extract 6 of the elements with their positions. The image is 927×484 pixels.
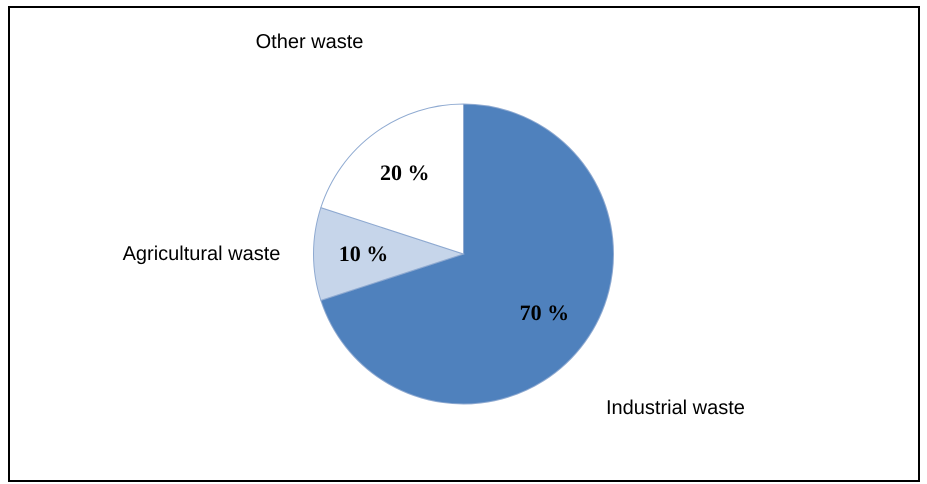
- slice-label: Agricultural waste: [122, 243, 280, 265]
- data-label: 70 %: [520, 300, 570, 325]
- data-label: 20 %: [380, 160, 430, 186]
- data-label: 10 %: [338, 241, 388, 266]
- slice-label: Industrial waste: [606, 397, 745, 419]
- slice-label: Other waste: [256, 31, 364, 54]
